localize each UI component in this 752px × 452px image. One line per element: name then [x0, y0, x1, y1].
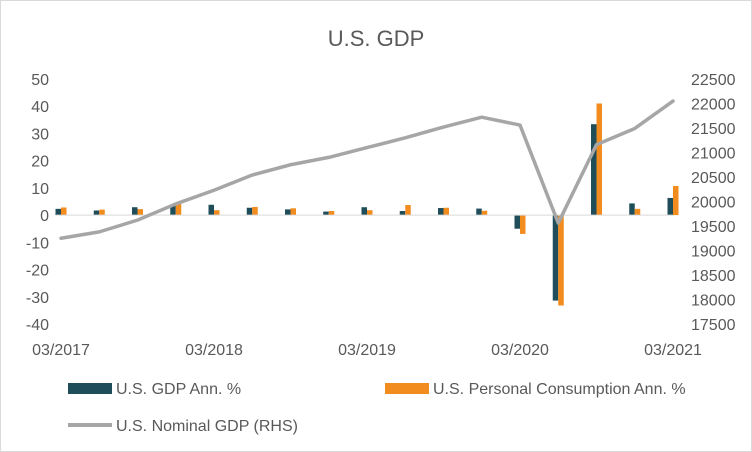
bar-gdp-6 — [285, 209, 291, 216]
x-tick-label: 03/2017 — [32, 342, 90, 359]
bar-consumption-8 — [367, 210, 373, 216]
right-tick-label: 18000 — [691, 293, 736, 310]
x-tick-label: 03/2021 — [644, 342, 702, 359]
bar-gdp-12 — [514, 215, 520, 229]
left-tick-label: 30 — [31, 126, 49, 143]
right-tick-label: 17500 — [691, 317, 736, 334]
x-tick-label: 03/2020 — [491, 342, 549, 359]
bar-consumption-16 — [673, 185, 679, 216]
bar-consumption-6 — [290, 208, 296, 216]
bar-gdp-4 — [208, 204, 214, 216]
bar-consumption-15 — [634, 208, 641, 216]
bar-consumption-1 — [99, 209, 105, 216]
bar-gdp-3 — [170, 204, 176, 216]
right-tick-label: 21000 — [691, 146, 736, 163]
left-tick-label: -10 — [26, 235, 49, 252]
bar-consumption-13 — [558, 215, 564, 306]
bar-gdp-16 — [667, 197, 673, 216]
right-tick-label: 20000 — [691, 195, 736, 212]
left-tick-label: -30 — [26, 290, 49, 307]
bar-consumption-4 — [214, 210, 220, 216]
bar-gdp-5 — [246, 207, 253, 216]
bar-consumption-7 — [328, 211, 335, 216]
left-axis-ticks: 50 40 30 20 10 0 -10 -20 -30 -40 — [26, 72, 49, 334]
bar-gdp-2 — [132, 207, 138, 216]
bar-consumption-14 — [596, 103, 602, 216]
left-tick-label: 0 — [40, 208, 49, 225]
left-tick-label: 40 — [31, 99, 49, 116]
bar-consumption-2 — [137, 209, 143, 216]
right-axis-ticks: 22500 22000 21500 21000 20500 20000 19500 19000… — [691, 72, 736, 334]
bar-gdp-11 — [476, 208, 482, 216]
bar-gdp-15 — [629, 203, 635, 216]
left-tick-label: -40 — [26, 317, 49, 334]
legend-label-0: U.S. GDP Ann. % — [116, 381, 241, 398]
right-tick-label: 19500 — [691, 219, 736, 236]
x-tick-label: 03/2019 — [338, 342, 396, 359]
legend-label-2: U.S. Nominal GDP (RHS) — [116, 418, 298, 435]
bar-gdp-0 — [55, 208, 61, 216]
bar-gdp-13 — [552, 215, 559, 301]
bar-consumption-10 — [443, 207, 449, 216]
left-tick-label: 50 — [31, 72, 49, 89]
right-tick-label: 18500 — [691, 268, 736, 285]
bar-consumption-9 — [405, 205, 411, 216]
legend-label-1: U.S. Personal Consumption Ann. % — [433, 381, 686, 398]
bar-gdp-9 — [399, 211, 406, 216]
bar-gdp-14 — [591, 124, 597, 216]
legend-swatch-1 — [385, 383, 429, 394]
right-tick-label: 20500 — [691, 170, 736, 187]
bar-gdp-1 — [93, 210, 100, 216]
bar-consumption-11 — [481, 210, 488, 216]
right-tick-label: 21500 — [691, 121, 736, 138]
left-tick-label: 20 — [31, 154, 49, 171]
right-tick-label: 22500 — [691, 72, 736, 89]
chart-title: U.S. GDP — [328, 26, 425, 51]
right-tick-label: 19000 — [691, 244, 736, 261]
bars-layer — [55, 103, 679, 306]
bar-consumption-0 — [61, 207, 67, 216]
right-tick-label: 22000 — [691, 97, 736, 114]
legend: U.S. GDP Ann. % U.S. Personal Consumption… — [68, 381, 686, 435]
line-nominal-gdp — [59, 99, 675, 240]
left-tick-label: -20 — [26, 263, 49, 280]
bar-consumption-3 — [175, 202, 182, 216]
bar-gdp-7 — [323, 211, 329, 216]
legend-swatch-0 — [68, 383, 112, 394]
bar-consumption-12 — [520, 215, 526, 234]
x-axis-ticks: 03/2017 03/2018 03/2019 03/2020 03/2021 — [32, 342, 702, 359]
bar-consumption-5 — [252, 206, 258, 216]
left-tick-label: 10 — [31, 181, 49, 198]
x-tick-label: 03/2018 — [185, 342, 243, 359]
bar-gdp-10 — [438, 208, 444, 216]
bar-gdp-8 — [361, 207, 367, 216]
line-layer — [59, 99, 675, 240]
